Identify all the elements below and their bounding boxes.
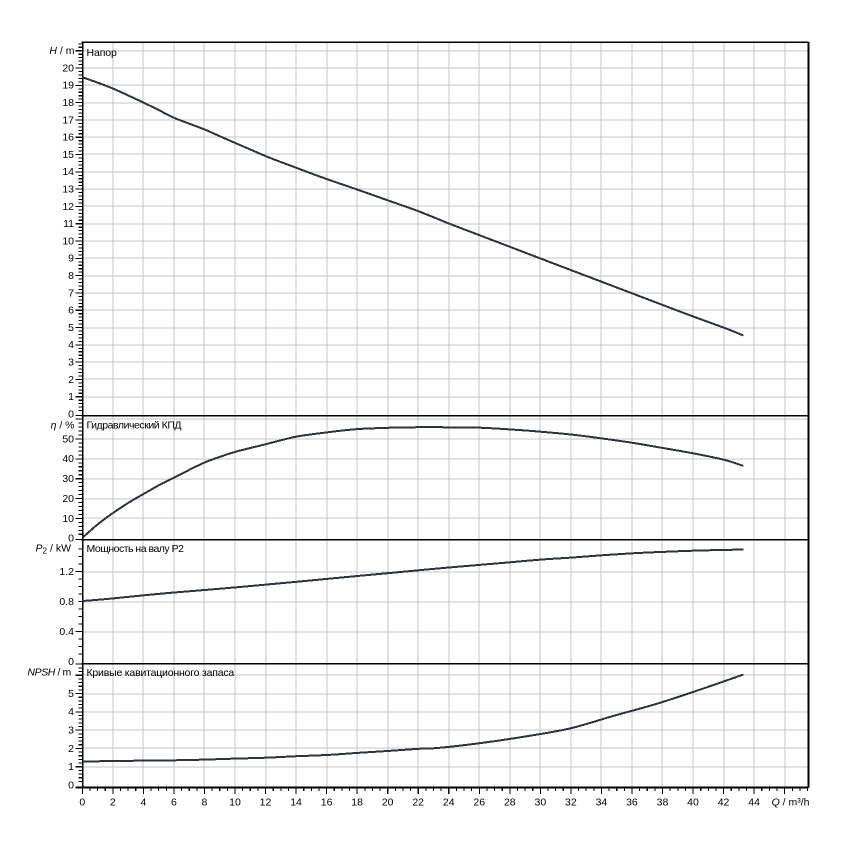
svg-text:P2 / kW: P2 / kW xyxy=(36,543,72,556)
svg-text:η / %: η / % xyxy=(51,420,75,432)
svg-text:24: 24 xyxy=(443,797,455,809)
svg-text:2: 2 xyxy=(68,743,74,755)
svg-text:H / m: H / m xyxy=(49,45,74,57)
svg-text:30: 30 xyxy=(62,473,74,485)
svg-text:0: 0 xyxy=(79,797,85,809)
svg-text:40: 40 xyxy=(687,797,699,809)
svg-text:11: 11 xyxy=(63,218,74,230)
svg-text:5: 5 xyxy=(68,688,74,700)
svg-text:10: 10 xyxy=(62,235,74,247)
svg-text:36: 36 xyxy=(626,797,638,809)
svg-text:0: 0 xyxy=(68,408,74,420)
svg-text:42: 42 xyxy=(718,797,730,809)
svg-text:0.8: 0.8 xyxy=(59,596,74,608)
svg-text:Мощность на валу P2: Мощность на валу P2 xyxy=(87,543,185,555)
svg-text:12: 12 xyxy=(260,797,272,809)
svg-text:12: 12 xyxy=(62,201,74,213)
svg-text:1.2: 1.2 xyxy=(59,566,74,578)
svg-text:18: 18 xyxy=(62,97,74,109)
svg-text:4: 4 xyxy=(140,797,146,809)
svg-text:10: 10 xyxy=(229,797,241,809)
svg-text:3: 3 xyxy=(68,357,74,369)
svg-text:19: 19 xyxy=(62,80,74,92)
svg-text:32: 32 xyxy=(565,797,577,809)
svg-text:1: 1 xyxy=(68,761,74,773)
svg-text:5: 5 xyxy=(68,322,74,334)
svg-text:10: 10 xyxy=(62,513,74,525)
svg-text:6: 6 xyxy=(171,797,177,809)
svg-text:26: 26 xyxy=(473,797,485,809)
svg-text:6: 6 xyxy=(68,305,74,317)
svg-text:20: 20 xyxy=(382,797,394,809)
svg-text:14: 14 xyxy=(290,797,302,809)
svg-text:Напор: Напор xyxy=(87,47,118,59)
svg-text:4: 4 xyxy=(68,339,74,351)
svg-text:0: 0 xyxy=(68,656,74,668)
svg-text:22: 22 xyxy=(412,797,424,809)
svg-text:20: 20 xyxy=(62,493,74,505)
svg-text:0: 0 xyxy=(68,779,74,791)
svg-text:50: 50 xyxy=(62,433,74,445)
svg-text:15: 15 xyxy=(62,149,74,161)
svg-text:17: 17 xyxy=(62,114,74,126)
svg-text:2: 2 xyxy=(68,374,74,386)
svg-text:44: 44 xyxy=(748,797,760,809)
svg-text:2: 2 xyxy=(110,797,116,809)
svg-text:3: 3 xyxy=(68,725,74,737)
svg-text:28: 28 xyxy=(504,797,516,809)
svg-text:14: 14 xyxy=(62,166,74,178)
svg-text:8: 8 xyxy=(68,270,74,282)
svg-text:9: 9 xyxy=(68,253,74,265)
svg-text:4: 4 xyxy=(68,706,74,718)
svg-text:Кривые кавитационного запаса: Кривые кавитационного запаса xyxy=(87,667,235,679)
svg-text:0: 0 xyxy=(68,533,74,545)
svg-text:7: 7 xyxy=(68,287,74,299)
svg-text:Q / m³/h: Q / m³/h xyxy=(772,797,810,809)
svg-text:1: 1 xyxy=(68,391,74,403)
svg-text:20: 20 xyxy=(62,62,74,74)
svg-text:0.4: 0.4 xyxy=(59,626,74,638)
svg-text:NPSH / m: NPSH / m xyxy=(27,667,71,679)
svg-text:38: 38 xyxy=(657,797,669,809)
svg-text:8: 8 xyxy=(202,797,208,809)
svg-text:Гидравлический КПД: Гидравлический КПД xyxy=(87,420,182,432)
svg-text:16: 16 xyxy=(62,132,74,144)
svg-text:18: 18 xyxy=(351,797,363,809)
svg-text:30: 30 xyxy=(534,797,546,809)
svg-text:13: 13 xyxy=(62,184,74,196)
svg-text:34: 34 xyxy=(596,797,608,809)
svg-text:16: 16 xyxy=(321,797,333,809)
svg-text:40: 40 xyxy=(62,453,74,465)
